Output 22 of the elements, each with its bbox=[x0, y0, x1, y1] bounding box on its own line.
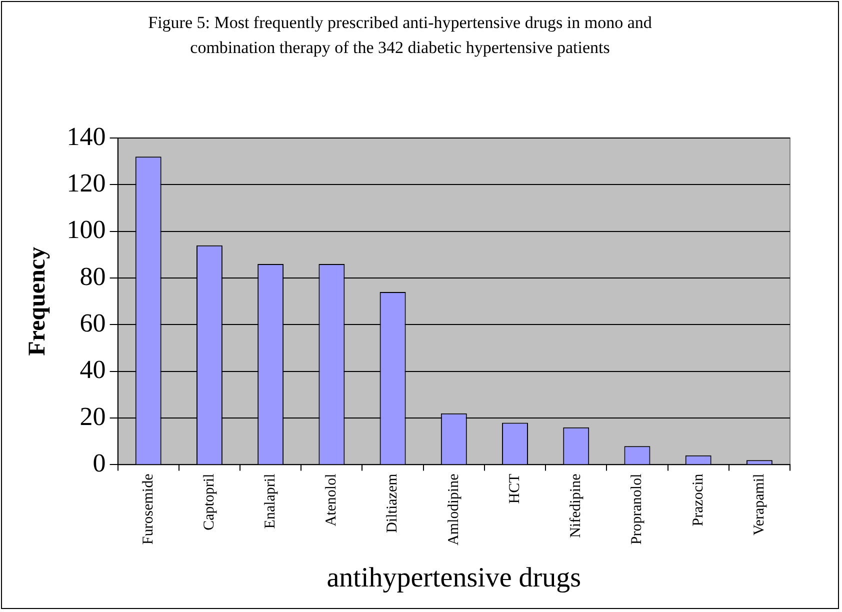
x-tick-label: Furosemide bbox=[140, 473, 156, 545]
y-tick-label: 120 bbox=[66, 168, 106, 198]
x-tick-label: Enalapril bbox=[262, 474, 279, 529]
x-axis-title: antihypertensive drugs bbox=[326, 562, 582, 594]
x-tick-label: HCT bbox=[506, 474, 523, 504]
x-tick-label: Captopril bbox=[201, 474, 218, 530]
y-tick-label: 40 bbox=[80, 355, 106, 384]
x-tick-label: Diltiazem bbox=[384, 473, 401, 533]
x-tick-label: Prazocin bbox=[690, 473, 706, 526]
x-tick-label: Verapamil bbox=[751, 474, 768, 536]
x-tick-label: Atenolol bbox=[324, 474, 340, 526]
y-tick-label: 60 bbox=[80, 308, 106, 338]
chart-title: Figure 5: Most frequently prescribed anti-hypertensive drugs in mono and combination therapy of the 342 diabetic hypertensive patients bbox=[147, 12, 653, 59]
y-tick-label: 100 bbox=[66, 215, 106, 244]
y-tick-label: 0 bbox=[92, 448, 106, 478]
x-tick-label: Propranolol bbox=[629, 474, 646, 545]
y-tick-label: 20 bbox=[80, 402, 106, 431]
y-tick-label: 140 bbox=[66, 122, 106, 151]
x-tick-label: Nifedipine bbox=[568, 473, 584, 538]
y-tick-label: 80 bbox=[80, 262, 106, 291]
y-axis-title: Frequency bbox=[24, 246, 51, 356]
x-tick-label: Amlodipine bbox=[446, 473, 462, 546]
